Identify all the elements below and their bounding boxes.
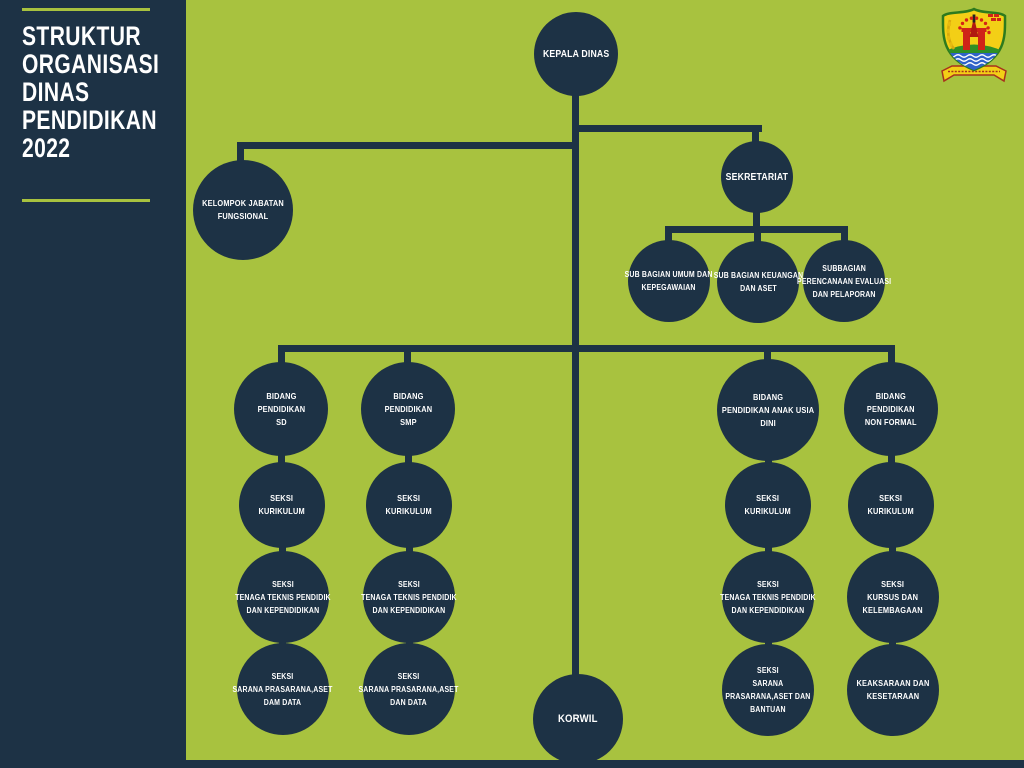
- org-node-bidang-pendidikan-sd: BIDANG PENDIDIKAN SD: [234, 362, 328, 456]
- cirebon-regency-emblem-logo: [936, 7, 1012, 87]
- org-node-subbagian-perencanaan-evaluasi-dan-pelaporan: SUBBAGIAN PERENCANAAN EVALUASI DAN PELAPOR…: [797, 240, 891, 322]
- org-node-seksi-kursus-dan-kelembagaan: SEKSI KURSUS DAN KELEMBAGAAN: [847, 551, 939, 643]
- org-node-label: SUBBAGIAN PERENCANAAN EVALUASI DAN PELAPOR…: [796, 263, 892, 299]
- org-node-label: SEKSI SARANA PRASARANA,ASET DAM DATA: [232, 671, 334, 707]
- org-node-label: SEKSI TENAGA TEKNIS PENDIDIK DAN KEPENDIDI…: [235, 579, 331, 615]
- connector-line: [237, 142, 579, 149]
- org-node-label: SEKSI SARANA PRASARANA,ASET DAN BANTUAN: [725, 666, 811, 714]
- sidebar-rule-top: [22, 8, 150, 11]
- org-node-seksi-kurikulum-paud: SEKSI KURIKULUM: [725, 462, 811, 548]
- org-node-seksi-kurikulum-sd: SEKSI KURIKULUM: [239, 462, 325, 548]
- org-node-korwil: KORWIL: [533, 674, 623, 764]
- org-node-label: KEPALA DINAS: [542, 48, 610, 60]
- org-node-label: SUB BAGIAN UMUM DAN KEPEGAWAIAN: [625, 270, 714, 292]
- org-node-seksi-sarana-paud: SEKSI SARANA PRASARANA,ASET DAN BANTUAN: [722, 644, 814, 736]
- connector-line: [237, 142, 244, 164]
- org-node-label: SEKSI KURSUS DAN KELEMBAGAAN: [862, 578, 924, 615]
- org-node-label: SUB BAGIAN KEUANGAN DAN ASET: [713, 271, 803, 293]
- title-line: ORGANISASI: [22, 49, 160, 79]
- org-node-seksi-sarana-sd: SEKSI SARANA PRASARANA,ASET DAM DATA: [233, 643, 333, 735]
- bottom-accent-bar: [0, 760, 1024, 768]
- connector-line: [572, 125, 762, 132]
- org-node-bidang-pendidikan-non-formal: BIDANG PENDIDIKAN NON FORMAL: [844, 362, 938, 456]
- org-node-keaksaraan-dan-kesetaraan: KEAKSARAAN DAN KESETARAAN: [847, 644, 939, 736]
- emblem-icon: [941, 7, 1007, 83]
- org-node-sub-bagian-umum-dan-kepegawaian: SUB BAGIAN UMUM DAN KEPEGAWAIAN: [625, 240, 714, 322]
- org-node-bidang-pendidikan-anak-usia-dini: BIDANG PENDIDIKAN ANAK USIA DINI: [717, 359, 819, 461]
- org-node-seksi-kurikulum-non-formal: SEKSI KURIKULUM: [848, 462, 934, 548]
- org-node-kepala-dinas: KEPALA DINAS: [534, 12, 618, 96]
- connector-line: [572, 88, 579, 678]
- connector-line: [278, 450, 285, 466]
- org-node-sub-bagian-keuangan-dan-aset: SUB BAGIAN KEUANGAN DAN ASET: [713, 241, 803, 323]
- connector-line: [278, 345, 895, 352]
- title-line: DINAS: [22, 77, 90, 107]
- org-node-label: SEKSI TENAGA TEKNIS PENDIDIK DAN KEPENDIDI…: [361, 579, 457, 615]
- connector-line: [754, 226, 761, 244]
- sidebar-rule-bottom: [22, 199, 150, 202]
- org-node-label: SEKSI KURIKULUM: [867, 493, 915, 516]
- connector-line: [841, 226, 848, 244]
- title-line: PENDIDIKAN: [22, 105, 157, 135]
- org-node-bidang-pendidikan-smp: BIDANG PENDIDIKAN SMP: [361, 362, 455, 456]
- org-node-label: SEKSI KURIKULUM: [744, 493, 792, 516]
- connector-line: [279, 543, 286, 555]
- org-node-label: BIDANG PENDIDIKAN NON FORMAL: [865, 390, 917, 427]
- org-node-seksi-tenaga-teknis-paud: SEKSI TENAGA TEKNIS PENDIDIK DAN KEPENDIDI…: [720, 551, 816, 643]
- org-node-label: KELOMPOK JABATAN FUNGSIONAL: [202, 198, 284, 221]
- connector-line: [753, 205, 760, 233]
- org-node-sekretariat: SEKRETARIAT: [721, 141, 793, 213]
- org-node-label: SEKSI KURIKULUM: [385, 493, 433, 516]
- title-line: 2022: [22, 133, 71, 163]
- org-node-seksi-kurikulum-smp: SEKSI KURIKULUM: [366, 462, 452, 548]
- connector-line: [888, 345, 895, 365]
- org-node-label: KORWIL: [558, 712, 598, 725]
- org-node-kelompok-jabatan-fungsional: KELOMPOK JABATAN FUNGSIONAL: [193, 160, 293, 260]
- connector-line: [888, 450, 895, 466]
- connector-line: [752, 125, 759, 147]
- connector-line: [665, 226, 672, 244]
- org-node-label: BIDANG PENDIDIKAN SMP: [384, 390, 432, 427]
- org-node-seksi-tenaga-teknis-sd: SEKSI TENAGA TEKNIS PENDIDIK DAN KEPENDIDI…: [235, 551, 331, 643]
- connector-line: [278, 345, 285, 365]
- page-title: STRUKTUR ORGANISASI DINAS PENDIDIKAN 202…: [22, 22, 159, 162]
- org-node-seksi-tenaga-teknis-smp: SEKSI TENAGA TEKNIS PENDIDIK DAN KEPENDIDI…: [361, 551, 457, 643]
- org-node-label: KEAKSARAAN DAN KESETARAAN: [856, 678, 930, 701]
- org-node-label: SEKSI TENAGA TEKNIS PENDIDIK DAN KEPENDIDI…: [720, 579, 816, 615]
- title-sidebar: STRUKTUR ORGANISASI DINAS PENDIDIKAN 202…: [0, 0, 186, 768]
- connector-line: [765, 543, 772, 555]
- connector-line: [764, 345, 771, 365]
- org-node-label: SEKSI SARANA PRASARANA,ASET DAN DATA: [358, 671, 460, 707]
- title-line: STRUKTUR: [22, 21, 141, 51]
- connector-line: [889, 543, 896, 555]
- connector-line: [404, 345, 411, 365]
- org-node-seksi-sarana-smp: SEKSI SARANA PRASARANA,ASET DAN DATA: [359, 643, 459, 735]
- org-node-label: BIDANG PENDIDIKAN ANAK USIA DINI: [721, 391, 815, 428]
- org-node-label: SEKSI KURIKULUM: [258, 493, 306, 516]
- connector-line: [405, 450, 412, 466]
- org-node-label: SEKRETARIAT: [725, 171, 789, 183]
- org-node-label: BIDANG PENDIDIKAN SD: [257, 390, 305, 427]
- connector-line: [406, 543, 413, 555]
